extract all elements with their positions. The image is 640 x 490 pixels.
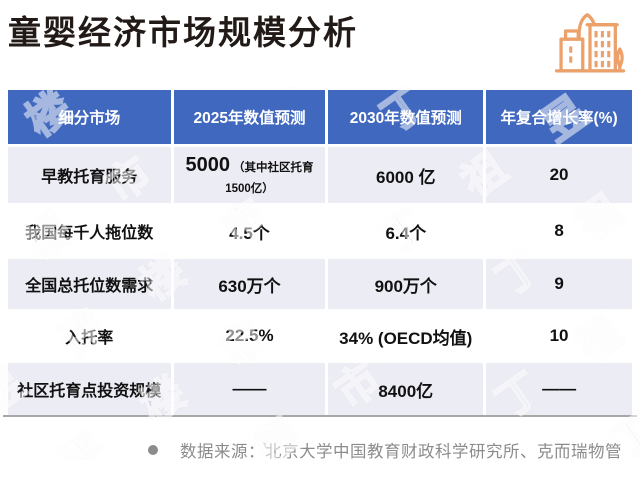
col-header-2030: 2030年数值预测 [328,90,484,144]
value-2025-cell: 22.5% [173,312,326,360]
value-2025-cell: 630万个 [173,259,326,309]
cagr-cell: —— [486,363,632,415]
segment-cell: 社区托育点投资规模 [8,363,171,415]
market-size-table: 细分市场 2025年数值预测 2030年数值预测 年复合增长率(%) 早教托育服… [8,90,632,415]
cagr-cell: 20 [486,147,632,203]
col-header-segment: 细分市场 [8,90,171,144]
value-2030-cell: 900万个 [328,259,484,309]
segment-cell: 早教托育服务 [8,147,171,203]
city-buildings-icon [554,13,626,73]
table-row: 全国总托位数需求 630万个 900万个 9 [8,259,632,309]
col-header-cagr: 年复合增长率(%) [486,90,632,144]
value-2030-cell: 6.4个 [328,206,484,256]
value-2030-cell: 34% (OECD均值) [328,312,484,360]
building-windows [569,31,611,68]
table-header-row: 细分市场 2025年数值预测 2030年数值预测 年复合增长率(%) [8,90,632,144]
value-2030-cell: 8400亿 [328,363,484,415]
table-row: 我国每千人拖位数 4.5个 6.4个 8 [8,206,632,256]
value-2025-cell: 4.5个 [173,206,326,256]
value-2025-cell: —— [173,363,326,415]
cagr-cell: 8 [486,206,632,256]
bullet-icon [148,445,158,455]
page-title: 童婴经济市场规模分析 [8,14,358,51]
table-row: 入托率 22.5% 34% (OECD均值) 10 [8,312,632,360]
table-row: 社区托育点投资规模 —— 8400亿 —— [8,363,632,415]
col-header-2025: 2025年数值预测 [173,90,326,144]
table-bottom-divider [3,415,637,417]
cagr-cell: 10 [486,312,632,360]
table-row: 早教托育服务 5000 （其中社区托育1500亿） 6000 亿 20 [8,147,632,203]
segment-cell: 入托率 [8,312,171,360]
value-2030-cell: 6000 亿 [328,147,484,203]
value-main: 5000 [185,153,231,176]
value-note: （其中社区托育1500亿） [225,161,314,195]
footer: 数据来源：北京大学中国教育财政科学研究所、克而瑞物管 [0,438,640,462]
cagr-cell: 9 [486,259,632,309]
segment-cell: 全国总托位数需求 [8,259,171,309]
value-2025-cell: 5000 （其中社区托育1500亿） [173,147,326,203]
data-source-text: 数据来源：北京大学中国教育财政科学研究所、克而瑞物管 [180,443,622,461]
segment-cell: 我国每千人拖位数 [8,206,171,256]
